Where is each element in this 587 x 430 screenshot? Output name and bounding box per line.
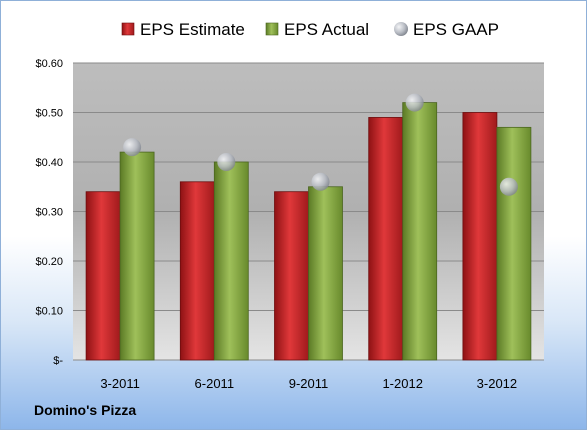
bar-eps-estimate-6-2011 bbox=[179, 181, 215, 361]
point-eps-gaap-9-2011 bbox=[311, 172, 330, 191]
bar-eps-actual-3-2012 bbox=[496, 126, 532, 361]
x-tick-label: 1-2012 bbox=[382, 376, 422, 391]
y-tick-label: $0.20 bbox=[35, 256, 63, 268]
y-tick-label: $- bbox=[53, 355, 63, 367]
legend-item-eps-gaap: EPS GAAP bbox=[394, 20, 499, 39]
y-tick-label: $0.10 bbox=[35, 306, 63, 318]
legend-label: EPS Estimate bbox=[140, 20, 245, 39]
point-eps-gaap-3-2011 bbox=[123, 138, 142, 157]
legend-label: EPS Actual bbox=[284, 20, 369, 39]
y-tick-label: $0.60 bbox=[35, 58, 63, 70]
point-eps-gaap-3-2012 bbox=[499, 177, 518, 196]
bar-eps-actual-1-2012 bbox=[402, 102, 438, 361]
point-eps-gaap-1-2012 bbox=[405, 93, 424, 112]
y-axis-labels: $- $0.10 $0.20 $0.30 $0.40 $0.50 $0.60 bbox=[35, 58, 63, 367]
legend-label: EPS GAAP bbox=[413, 20, 499, 39]
bar-eps-actual-6-2011 bbox=[213, 161, 249, 361]
bar-eps-actual-3-2011 bbox=[119, 151, 155, 361]
gaap-points bbox=[123, 93, 518, 196]
legend: EPS Estimate EPS Actual EPS GAAP bbox=[121, 20, 499, 39]
x-tick-label: 9-2011 bbox=[289, 376, 329, 391]
bar-eps-actual-9-2011 bbox=[308, 186, 343, 361]
x-tick-label: 3-2012 bbox=[477, 376, 517, 391]
bar-eps-estimate-1-2012 bbox=[368, 117, 404, 361]
y-tick-label: $0.50 bbox=[35, 108, 63, 120]
x-tick-label: 6-2011 bbox=[195, 376, 235, 391]
bar-eps-estimate-3-2011 bbox=[85, 191, 121, 361]
legend-item-eps-actual: EPS Actual bbox=[265, 20, 369, 39]
x-axis-labels: 3-2011 6-2011 9-2011 1-2012 3-2012 bbox=[100, 376, 517, 391]
x-tick-label: 3-2011 bbox=[100, 376, 140, 391]
company-name: Domino's Pizza bbox=[34, 402, 137, 418]
legend-swatch bbox=[121, 22, 135, 36]
y-tick-label: $0.40 bbox=[35, 157, 63, 169]
bar-eps-estimate-9-2011 bbox=[274, 191, 309, 361]
y-tick-label: $0.30 bbox=[35, 207, 63, 219]
bar-eps-estimate-3-2012 bbox=[462, 112, 498, 361]
legend-swatch bbox=[394, 22, 408, 36]
legend-item-eps-estimate: EPS Estimate bbox=[121, 20, 245, 39]
bars bbox=[85, 102, 532, 361]
point-eps-gaap-6-2011 bbox=[217, 153, 236, 171]
legend-swatch bbox=[265, 22, 279, 36]
